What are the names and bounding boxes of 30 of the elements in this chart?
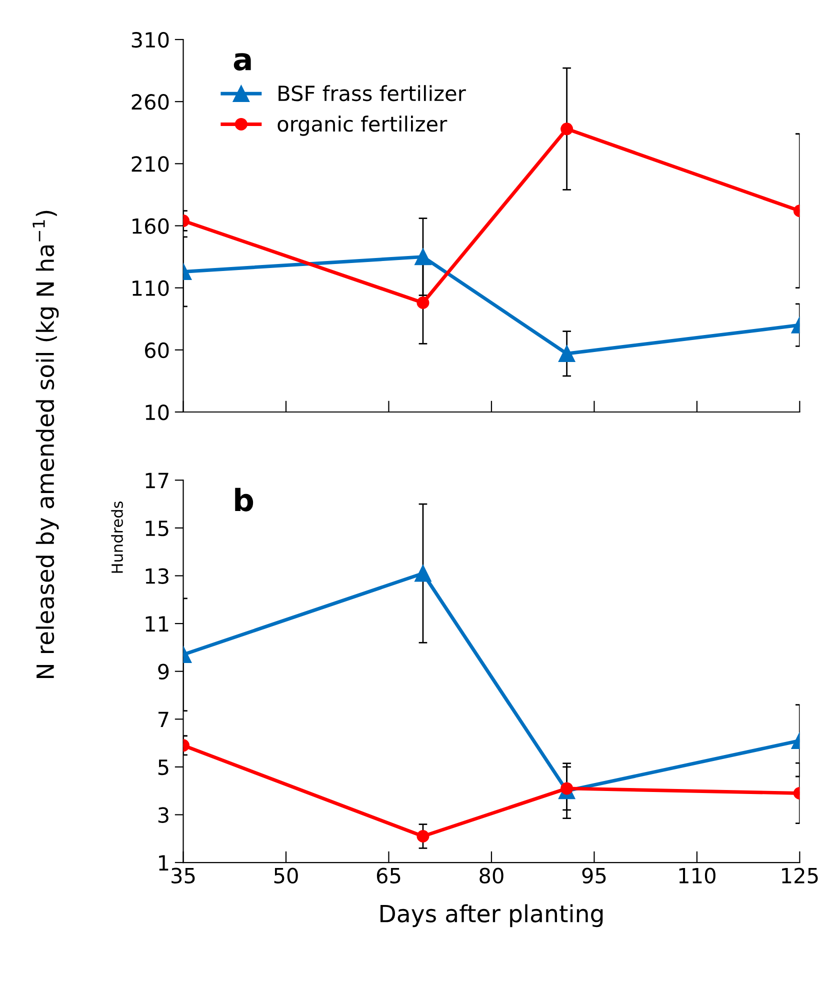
text: Hundreds — [111, 501, 123, 573]
x-tick-label: 50 — [274, 868, 298, 884]
x-tick-label: 125 — [782, 868, 818, 884]
x-tick-label: 95 — [582, 868, 606, 884]
y-tick-label: 7 — [158, 712, 168, 728]
legend-label: BSF frass fertilizer — [278, 85, 466, 102]
y-tick-label: 210 — [132, 156, 169, 172]
y-tick-label: 1 — [159, 855, 168, 870]
x-tick-label: 110 — [679, 868, 716, 884]
x-tick-label: 80 — [480, 868, 504, 884]
x-tick-label: 35 — [172, 868, 195, 884]
y-tick-label: 10 — [146, 404, 169, 420]
y-tick-label: 11 — [146, 616, 168, 632]
y-tick-label: 9 — [158, 664, 169, 680]
y-tick-label: 13 — [146, 568, 168, 584]
y-tick-label: 3 — [158, 807, 168, 823]
y-tick-label: 110 — [132, 280, 169, 296]
chart-title: a — [234, 53, 251, 71]
y-tick-label: 160 — [132, 218, 169, 234]
x-axis-title: Days after planting — [380, 904, 603, 928]
y-tick-label: 17 — [146, 472, 168, 488]
y-tick-label: 15 — [146, 520, 168, 536]
y-tick-label: 5 — [158, 760, 168, 776]
y-tick-label: 260 — [132, 94, 169, 110]
y-axis-title: N released by amended soil (kg N ha$^{−1}$) — [32, 210, 59, 678]
y-tick-label: 310 — [132, 32, 169, 48]
chart-title: b — [235, 488, 254, 512]
y-tick-label: 60 — [145, 342, 169, 358]
legend-label: organic fertilizer — [278, 116, 448, 136]
x-tick-label: 65 — [376, 868, 400, 884]
